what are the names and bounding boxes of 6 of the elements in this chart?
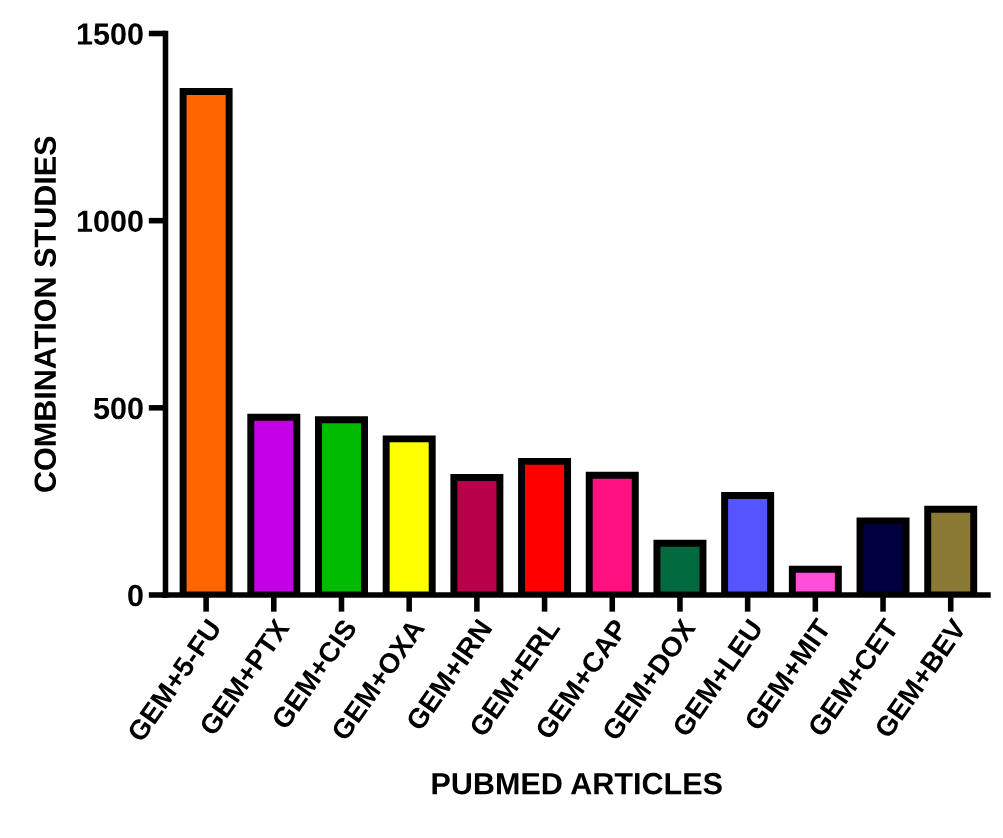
x-axis-title: PUBMED ARTICLES (432, 772, 722, 795)
y-tick-label: 1000 (77, 210, 143, 233)
y-axis-title: COMBINATION STUDIES (34, 136, 57, 492)
y-tick-label: 1500 (77, 23, 143, 45)
y-tick-label: 0 (128, 584, 143, 607)
y-tick-label: 500 (93, 397, 143, 420)
